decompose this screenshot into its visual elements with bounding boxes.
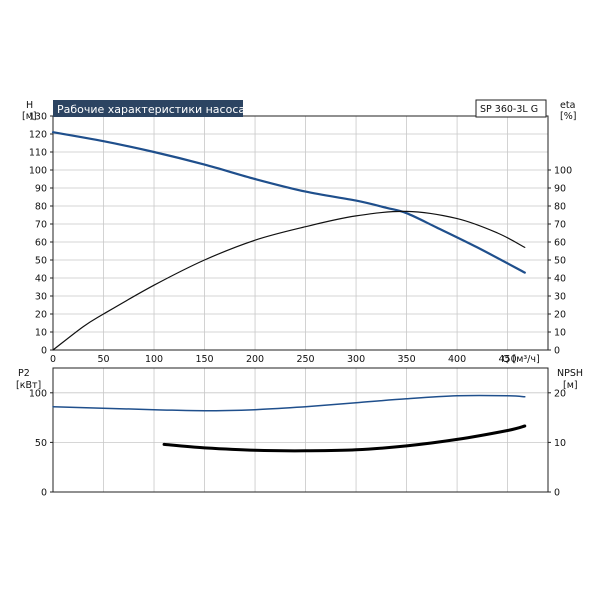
- top-panel-ticks: 0 50 100 150 200 250 300 350 400 4500102030405060…: [29, 112, 572, 366]
- left-tick-label: 100: [29, 388, 47, 399]
- chart-title: Рабочие характеристики насоса: [57, 103, 245, 116]
- x-tick-label: 250: [296, 354, 314, 365]
- left-tick-label: 50: [35, 438, 47, 449]
- series-line-0-1: [52, 210, 526, 351]
- x-tick-label: 300: [347, 354, 365, 365]
- eta-axis-name: eta: [560, 100, 575, 111]
- left-tick-label: 40: [35, 274, 47, 285]
- right-tick-label: 60: [554, 238, 566, 249]
- left-tick-label: 60: [35, 238, 47, 249]
- left-tick-label: 70: [35, 220, 47, 231]
- left-tick-label: 130: [29, 112, 47, 123]
- h-axis-unit: [м]: [22, 111, 37, 122]
- x-tick-label: 450: [499, 354, 517, 365]
- right-tick-label: 0: [554, 346, 560, 357]
- right-tick-label: 0: [554, 488, 560, 499]
- right-tick-label: 50: [554, 256, 566, 267]
- x-tick-label: 150: [195, 354, 213, 365]
- x-tick-label: 200: [246, 354, 264, 365]
- right-tick-label: 40: [554, 274, 566, 285]
- right-tick-label: 80: [554, 202, 566, 213]
- series-line-0-0: [51, 131, 526, 274]
- h-axis-name: H: [26, 100, 33, 111]
- left-tick-label: 0: [41, 488, 47, 499]
- left-tick-label: 0: [41, 346, 47, 357]
- npsh-axis-name: NPSH: [557, 368, 583, 379]
- right-tick-label: 70: [554, 220, 566, 231]
- x-tick-label: 50: [97, 354, 109, 365]
- left-tick-label: 10: [35, 328, 47, 339]
- left-tick-label: 20: [35, 310, 47, 321]
- bottom-panel-series: [52, 394, 527, 453]
- x-tick-label: 350: [398, 354, 416, 365]
- eta-axis-unit: [%]: [560, 111, 576, 122]
- left-tick-label: 90: [35, 184, 47, 195]
- right-tick-label: 100: [554, 166, 572, 177]
- bottom-panel-grid: [53, 368, 548, 492]
- right-tick-label: 10: [554, 328, 566, 339]
- model-label: SP 360-3L G: [480, 104, 538, 115]
- model-label-box: [475, 99, 547, 118]
- top-panel-grid: [53, 115, 548, 350]
- npsh-axis-unit: [м]: [563, 380, 578, 391]
- x-axis-label: Q [м³/ч]: [502, 354, 540, 365]
- p2-axis-name: P2: [18, 368, 30, 379]
- chart-title-box: [53, 100, 243, 117]
- top-panel-frame: [52, 115, 549, 351]
- right-tick-label: 20: [554, 388, 566, 399]
- right-tick-label: 10: [554, 438, 566, 449]
- series-line-1-1: [162, 424, 527, 453]
- left-tick-label: 120: [29, 130, 47, 141]
- p2-axis-unit: [кВт]: [16, 380, 41, 391]
- left-tick-label: 80: [35, 202, 47, 213]
- x-tick-label: 400: [448, 354, 466, 365]
- top-panel-series: [51, 131, 526, 351]
- bottom-panel-ticks: 0 50 100 0 10 20: [29, 388, 566, 498]
- left-tick-label: 30: [35, 292, 47, 303]
- series-line-1-0: [52, 394, 526, 412]
- left-tick-label: 110: [29, 148, 47, 159]
- right-tick-label: 20: [554, 310, 566, 321]
- x-tick-label: 0: [50, 354, 56, 365]
- right-tick-label: 90: [554, 184, 566, 195]
- left-tick-label: 50: [35, 256, 47, 267]
- right-tick-label: 30: [554, 292, 566, 303]
- bottom-panel-frame: [52, 367, 549, 493]
- left-tick-label: 100: [29, 166, 47, 177]
- x-tick-label: 100: [145, 354, 163, 365]
